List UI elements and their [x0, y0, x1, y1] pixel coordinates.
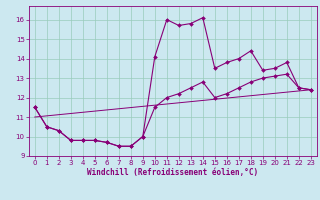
X-axis label: Windchill (Refroidissement éolien,°C): Windchill (Refroidissement éolien,°C)	[87, 168, 258, 177]
